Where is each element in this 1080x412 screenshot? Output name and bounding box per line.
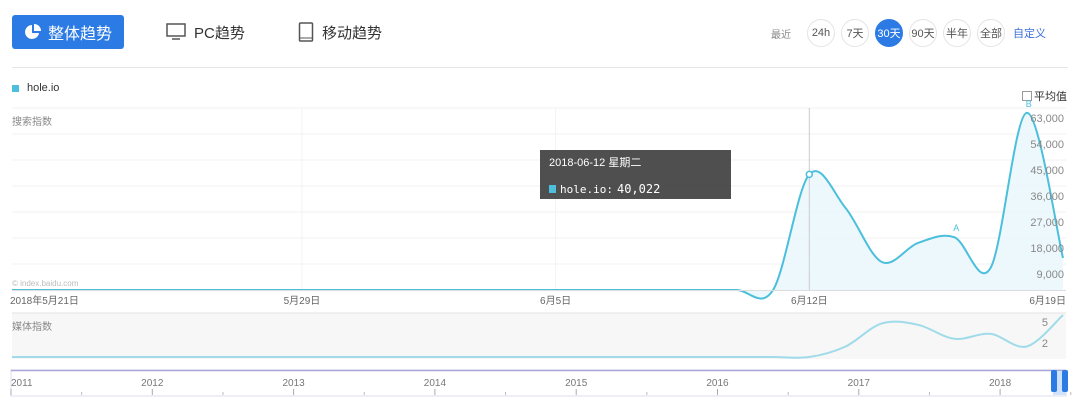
timeline-year-label: 2017 <box>848 378 871 389</box>
timeline-drag-handle[interactable] <box>1062 370 1068 392</box>
average-label: 平均值 <box>1034 91 1067 103</box>
watermark: © index.baidu.com <box>12 279 79 288</box>
tab-label: PC趋势 <box>194 24 245 42</box>
timeline-year-label: 2016 <box>706 378 729 389</box>
timeline-year-label: 2011 <box>11 378 33 389</box>
tooltip-date: 2018-06-12 星期二 <box>549 157 642 169</box>
x-tick-label: 6月5日 <box>540 295 571 307</box>
annotation-A: A <box>953 223 959 233</box>
monitor-icon <box>166 23 186 40</box>
series-area <box>12 112 1063 299</box>
average-checkbox[interactable] <box>1022 91 1032 101</box>
x-tick-label: 5月29日 <box>284 295 321 307</box>
tooltip-swatch <box>549 185 556 193</box>
y-tick-label: 45,000 <box>1030 165 1064 177</box>
range-label: 最近 <box>771 29 791 41</box>
media-chart-bg <box>12 313 1066 359</box>
x-tick-label: 2018年5月21日 <box>10 294 79 307</box>
y-tick-label: 27,000 <box>1030 217 1064 229</box>
legend-item[interactable]: hole.io <box>12 82 59 94</box>
custom-range-link[interactable]: 自定义 <box>1013 28 1046 40</box>
y-tick-label: 63,000 <box>1030 113 1064 125</box>
timeline-year-label: 2018 <box>989 378 1012 389</box>
average-toggle[interactable]: 平均值 <box>1022 88 1067 104</box>
timeline-year-label: 2012 <box>141 378 164 389</box>
timeline-navigator <box>10 369 1067 397</box>
y-tick-label: 36,000 <box>1030 191 1064 203</box>
annotation-B: B <box>1026 99 1032 109</box>
tab-mobile-trend[interactable]: 移动趋势 <box>298 15 382 49</box>
timeline-year-label: 2014 <box>424 378 447 389</box>
range-half-year[interactable]: 半年 <box>943 19 971 47</box>
tooltip-series: hole.io: <box>560 182 613 196</box>
media-index-label: 媒体指数 <box>12 322 52 333</box>
y-tick-label: 54,000 <box>1030 139 1064 151</box>
pie-chart-icon <box>25 24 41 39</box>
divider <box>12 67 1068 68</box>
x-tick-label: 6月19日 <box>1029 295 1066 307</box>
y-tick-label: 9,000 <box>1036 269 1064 281</box>
media-y-tick-label: 2 <box>1042 338 1048 350</box>
x-tick-label: 6月12日 <box>791 295 828 307</box>
timeline-year-label: 2015 <box>565 378 588 389</box>
timeline-drag-handle[interactable] <box>1051 370 1057 392</box>
range-90d[interactable]: 90天 <box>909 19 937 47</box>
tab-label: 移动趋势 <box>322 24 383 42</box>
tab-pc-trend[interactable]: PC趋势 <box>166 15 245 49</box>
legend-label: hole.io <box>27 82 60 94</box>
hover-point <box>805 170 814 179</box>
range-30d[interactable]: 30天 <box>875 19 903 47</box>
range-7d[interactable]: 7天 <box>841 19 869 47</box>
tab-overall-trend[interactable]: 整体趋势 <box>12 15 124 49</box>
time-range-selector: 最近 24h 7天 30天 90天 半年 全部 自定义 <box>771 19 1046 47</box>
y-tick-label: 18,000 <box>1030 243 1064 255</box>
tab-label: 整体趋势 <box>47 26 112 43</box>
range-all[interactable]: 全部 <box>977 19 1005 47</box>
media-series-line <box>12 314 1064 359</box>
media-y-tick-label: 5 <box>1042 317 1048 329</box>
search-index-label: 搜索指数 <box>12 117 52 128</box>
tooltip-value: 40,022 <box>616 182 661 196</box>
tablet-icon <box>298 22 314 42</box>
tooltip: 2018-06-12 星期二 hole.io: 40,022 <box>540 150 731 199</box>
legend-swatch <box>12 84 19 92</box>
timeline-year-label: 2013 <box>282 378 305 389</box>
range-24h[interactable]: 24h <box>807 19 835 47</box>
